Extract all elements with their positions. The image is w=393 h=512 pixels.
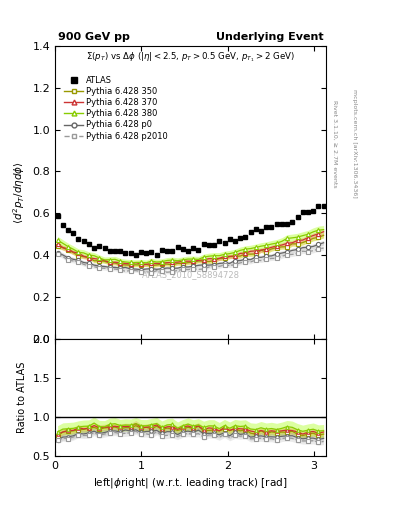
Text: ATLAS_2010_S8894728: ATLAS_2010_S8894728 [141, 270, 240, 279]
Text: Underlying Event: Underlying Event [216, 32, 323, 41]
Legend: ATLAS, Pythia 6.428 350, Pythia 6.428 370, Pythia 6.428 380, Pythia 6.428 p0, Py: ATLAS, Pythia 6.428 350, Pythia 6.428 37… [62, 74, 170, 143]
X-axis label: left|$\phi$right| (w.r.t. leading track) [rad]: left|$\phi$right| (w.r.t. leading track)… [94, 476, 288, 490]
Y-axis label: Ratio to ATLAS: Ratio to ATLAS [17, 361, 27, 433]
Text: mcplots.cern.ch [arXiv:1306.3436]: mcplots.cern.ch [arXiv:1306.3436] [352, 89, 357, 198]
Text: 900 GeV pp: 900 GeV pp [58, 32, 130, 41]
Text: Rivet 3.1.10, ≥ 2.7M events: Rivet 3.1.10, ≥ 2.7M events [332, 99, 337, 187]
Y-axis label: $\langle d^2 p_T/d\eta d\phi \rangle$: $\langle d^2 p_T/d\eta d\phi \rangle$ [11, 161, 27, 224]
Text: $\Sigma(p_T)$ vs $\Delta\phi$ ($|\eta| < 2.5$, $p_T > 0.5$ GeV, $p_{T_1} > 2$ Ge: $\Sigma(p_T)$ vs $\Delta\phi$ ($|\eta| <… [86, 51, 295, 64]
